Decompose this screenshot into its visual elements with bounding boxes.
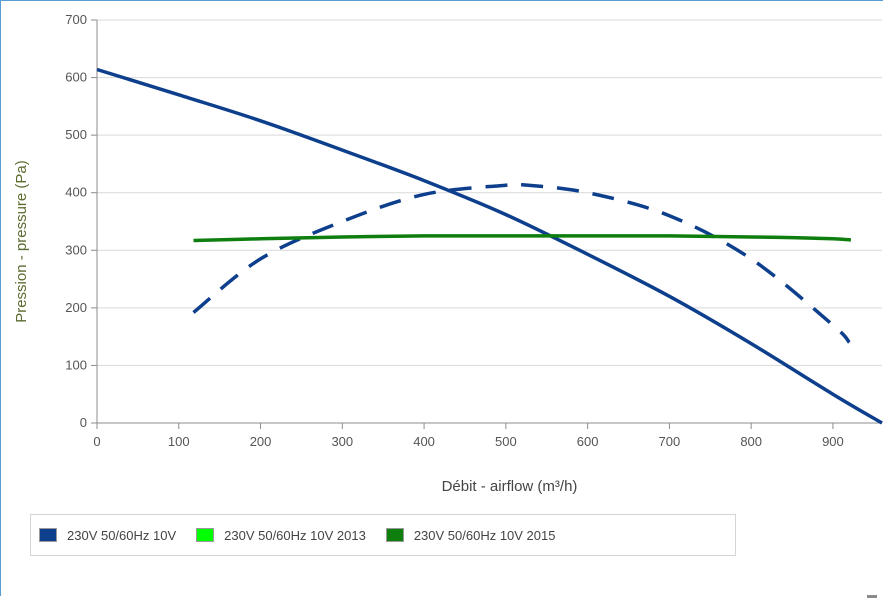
series-line-3: [193, 234, 852, 243]
legend-swatch: [385, 528, 404, 542]
x-tick-label: 900: [822, 434, 844, 449]
y-tick-label: 600: [65, 70, 87, 85]
y-tick-label: 300: [65, 242, 87, 257]
x-tick-label: 700: [659, 434, 681, 449]
legend-swatch: [39, 528, 57, 542]
x-axis-title: Débit - airflow (m³/h): [442, 478, 578, 495]
x-tick-label: 200: [250, 434, 272, 449]
legend-item[interactable]: 230V 50/60Hz 10V 2013: [196, 528, 366, 543]
x-tick-label: 400: [413, 434, 435, 449]
series-line-0: [96, 67, 883, 425]
x-axis-ticks: 0 100 200 300 400 500 600 700 800 900: [93, 423, 844, 449]
y-axis-ticks: 0 100 200 300 400 500 600 700: [65, 12, 97, 430]
legend: 230V 50/60Hz 10V 230V 50/60Hz 10V 2013 230…: [30, 514, 736, 556]
x-tick-label: 800: [740, 434, 762, 449]
legend-label: 230V 50/60Hz 10V 2013: [224, 527, 366, 543]
x-tick-label: 100: [168, 434, 190, 449]
series-line-1: [192, 182, 851, 344]
legend-label: 230V 50/60Hz 10V: [67, 527, 177, 543]
y-tick-label: 500: [65, 127, 87, 142]
grid-lines: [97, 19, 882, 366]
y-axis-title: Pression - pressure (Pa): [13, 160, 30, 323]
y-tick-label: 700: [65, 12, 87, 27]
x-tick-label: 300: [331, 434, 353, 449]
x-tick-label: 600: [577, 434, 599, 449]
series-lines: [96, 67, 883, 425]
x-tick-label: 0: [93, 434, 100, 449]
legend-label: 230V 50/60Hz 10V 2015: [413, 527, 556, 543]
y-tick-label: 100: [65, 357, 87, 372]
y-tick-label: 200: [65, 300, 87, 315]
legend-swatch: [196, 528, 215, 542]
x-tick-label: 500: [495, 434, 517, 449]
axes: [96, 20, 882, 424]
legend-item[interactable]: 230V 50/60Hz 10V: [39, 528, 176, 543]
resize-grip-icon[interactable]: [867, 595, 877, 598]
legend-item[interactable]: 230V 50/60Hz 10V 2015: [385, 527, 556, 543]
y-tick-label: 0: [80, 415, 87, 430]
y-tick-label: 400: [65, 185, 87, 200]
